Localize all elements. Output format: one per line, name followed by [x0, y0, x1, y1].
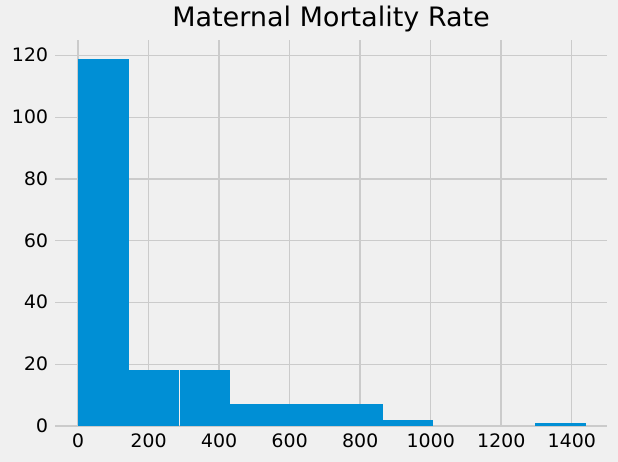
x-tick-label: 1400 — [547, 430, 596, 452]
y-tick-label: 120 — [11, 44, 48, 67]
x-gridline — [500, 40, 502, 426]
x-gridline — [359, 40, 361, 426]
histogram-bar — [179, 370, 231, 426]
x-tick-label: 400 — [200, 430, 238, 452]
y-tick-label: 0 — [35, 415, 48, 437]
histogram-bar — [128, 370, 180, 426]
y-gridline — [55, 54, 607, 57]
x-gridline — [571, 40, 573, 426]
y-gridline — [55, 240, 607, 242]
x-gridline — [77, 40, 79, 426]
y-gridline — [55, 363, 607, 365]
x-tick-label: 600 — [271, 430, 308, 452]
histogram-bar — [281, 404, 332, 426]
y-gridline — [55, 116, 607, 118]
x-gridline — [147, 40, 150, 426]
y-gridline — [55, 301, 607, 304]
y-tick-label: 40 — [23, 291, 48, 314]
x-gridline — [429, 40, 432, 426]
y-tick-label: 80 — [23, 167, 48, 190]
y-tick-label: 20 — [23, 353, 48, 376]
x-tick-label: 800 — [341, 430, 379, 452]
x-tick-label: 1000 — [406, 430, 455, 452]
y-tick-label: 100 — [11, 106, 48, 129]
y-gridline — [55, 178, 607, 180]
histogram-bar — [77, 58, 129, 426]
plot-area — [55, 40, 607, 427]
histogram-bar — [331, 404, 383, 426]
x-tick-label: 200 — [130, 430, 167, 452]
x-tick-label: 0 — [71, 430, 84, 452]
histogram-bar — [535, 422, 586, 426]
histogram-bar — [382, 419, 434, 426]
x-tick-label: 1200 — [476, 430, 526, 452]
chart-title: Maternal Mortality Rate — [172, 2, 490, 33]
x-gridline — [288, 40, 291, 426]
histogram-bar — [230, 404, 282, 426]
y-tick-label: 60 — [23, 229, 48, 252]
x-gridline — [218, 40, 220, 426]
